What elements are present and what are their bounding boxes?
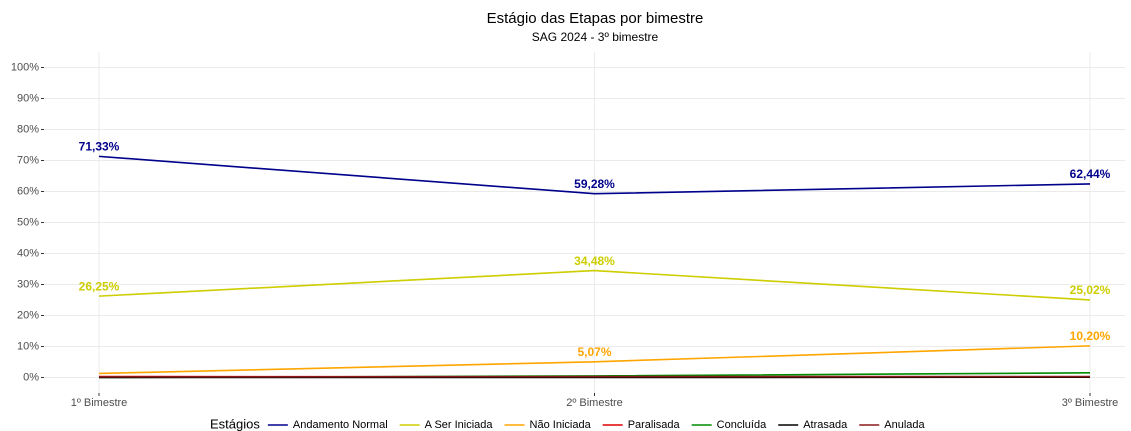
y-tick-label: 60% <box>17 185 39 197</box>
y-tick-label: 20% <box>17 309 39 321</box>
x-tick-label: 1º Bimestre <box>71 397 128 409</box>
chart-subtitle: SAG 2024 - 3º bimestre <box>532 30 659 44</box>
x-tick-label: 2º Bimestre <box>566 397 623 409</box>
series-line <box>98 155 1091 195</box>
lines <box>98 155 1091 379</box>
legend-label: Não Iniciada <box>530 419 592 431</box>
series-line <box>98 345 1091 375</box>
legend-label: Anulada <box>884 419 925 431</box>
legend: Estágios Andamento Normal A Ser Iniciada Nã… <box>210 416 926 431</box>
y-tick-label: 100% <box>11 61 39 73</box>
data-label: 71,33% <box>79 140 120 154</box>
y-tick-label: 50% <box>17 216 39 228</box>
y-tick-label: 10% <box>17 340 39 352</box>
data-label: 34,48% <box>574 254 615 268</box>
data-label: 10,20% <box>1070 329 1111 343</box>
grid: 0% 10% 20% 30% 40% 50% 60% 70% 80% 90% 100% 1º Bime… <box>11 52 1125 409</box>
legend-label: Paralisada <box>628 419 681 431</box>
data-label: 59,28% <box>574 177 615 191</box>
y-tick-label: 80% <box>17 123 39 135</box>
labels: 71,33% 59,28% 62,44% 26,25% 34,48% 25,02% 5,07… <box>79 140 1111 359</box>
y-tick-label: 30% <box>17 278 39 290</box>
legend-label: Atrasada <box>803 419 848 431</box>
data-label: 25,02% <box>1070 283 1111 297</box>
y-tick-label: 0% <box>23 371 39 383</box>
data-label: 62,44% <box>1070 167 1111 181</box>
y-tick-label: 90% <box>17 92 39 104</box>
legend-label: A Ser Iniciada <box>425 419 494 431</box>
series-line <box>98 269 1091 301</box>
legend-title: Estágios <box>210 416 260 431</box>
legend-label: Concluída <box>717 419 767 431</box>
y-tick-label: 40% <box>17 247 39 259</box>
legend-label: Andamento Normal <box>293 419 388 431</box>
data-label: 5,07% <box>577 345 611 359</box>
y-tick-label: 70% <box>17 154 39 166</box>
data-label: 26,25% <box>79 279 120 293</box>
x-tick-label: 3º Bimestre <box>1062 397 1119 409</box>
chart-title: Estágio das Etapas por bimestre <box>487 10 704 27</box>
